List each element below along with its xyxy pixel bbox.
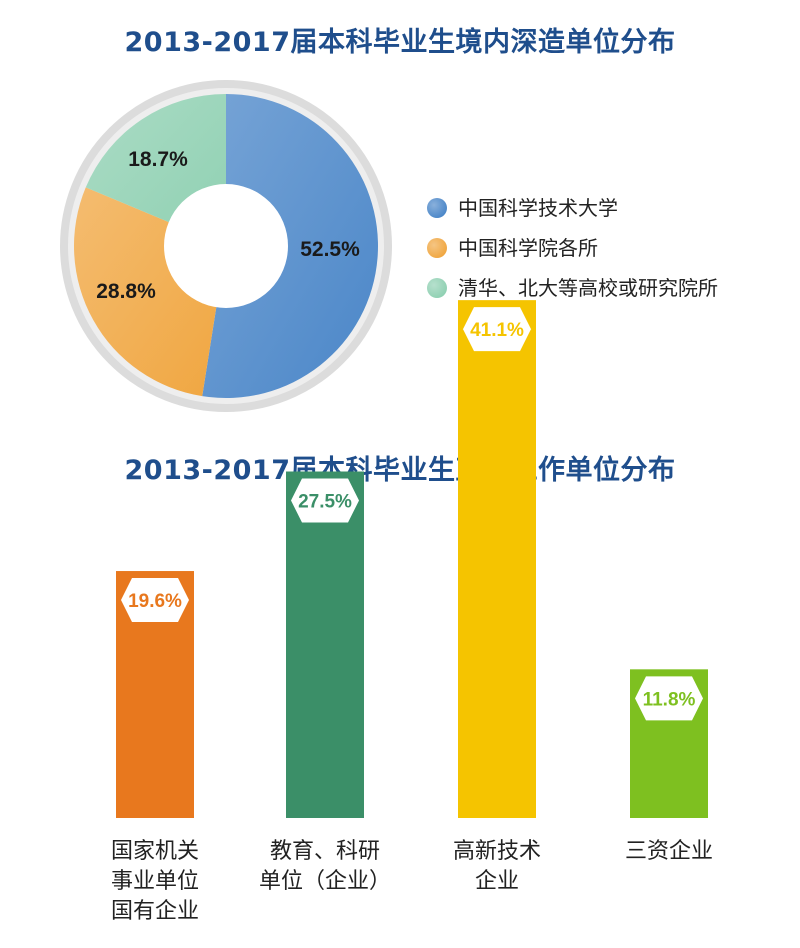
bar (458, 300, 536, 818)
bar-value-badge (463, 307, 531, 352)
donut-slice-label: 52.5% (300, 238, 360, 261)
bar-value-badge (121, 578, 189, 623)
donut-labels: 52.5% 28.8% 18.7% (96, 148, 360, 303)
bar-category-label: 教育、科研 (270, 839, 380, 864)
bar-value-label: 11.8% (643, 689, 696, 710)
bar-value-label: 41.1% (470, 320, 524, 341)
bar-value-badge (291, 478, 359, 523)
legend-marker (427, 238, 447, 258)
legend-marker (427, 278, 447, 298)
donut-chart-title: 2013-2017届本科毕业生境内深造单位分布 (124, 27, 676, 58)
legend-marker (427, 198, 447, 218)
legend-label: 清华、北大等高校或研究院所 (458, 276, 718, 300)
bar-value-label: 27.5% (298, 492, 352, 513)
bar-category-label: 国有企业 (111, 899, 199, 924)
bar-value-badge (635, 676, 703, 721)
bar-category-label: 高新技术 (453, 839, 541, 864)
bar-chart-title: 2013-2017届本科毕业生直接工作单位分布 (124, 455, 676, 486)
bar-category-label: 事业单位 (111, 869, 199, 894)
bar-value-label: 19.6% (128, 591, 182, 612)
bar (286, 471, 364, 818)
bar-category-label: 企业 (475, 869, 519, 894)
bar-category-label: 国家机关 (111, 839, 199, 864)
legend-label: 中国科学技术大学 (458, 196, 618, 220)
legend-label: 中国科学院各所 (458, 236, 598, 260)
bar-category-label: 三资企业 (625, 839, 713, 864)
bar-category-label: 单位（企业） (259, 869, 391, 894)
donut-slice (202, 94, 379, 399)
donut-hole (164, 184, 288, 308)
donut-slice-label: 18.7% (128, 148, 188, 171)
donut-slice-label: 28.8% (96, 280, 156, 303)
